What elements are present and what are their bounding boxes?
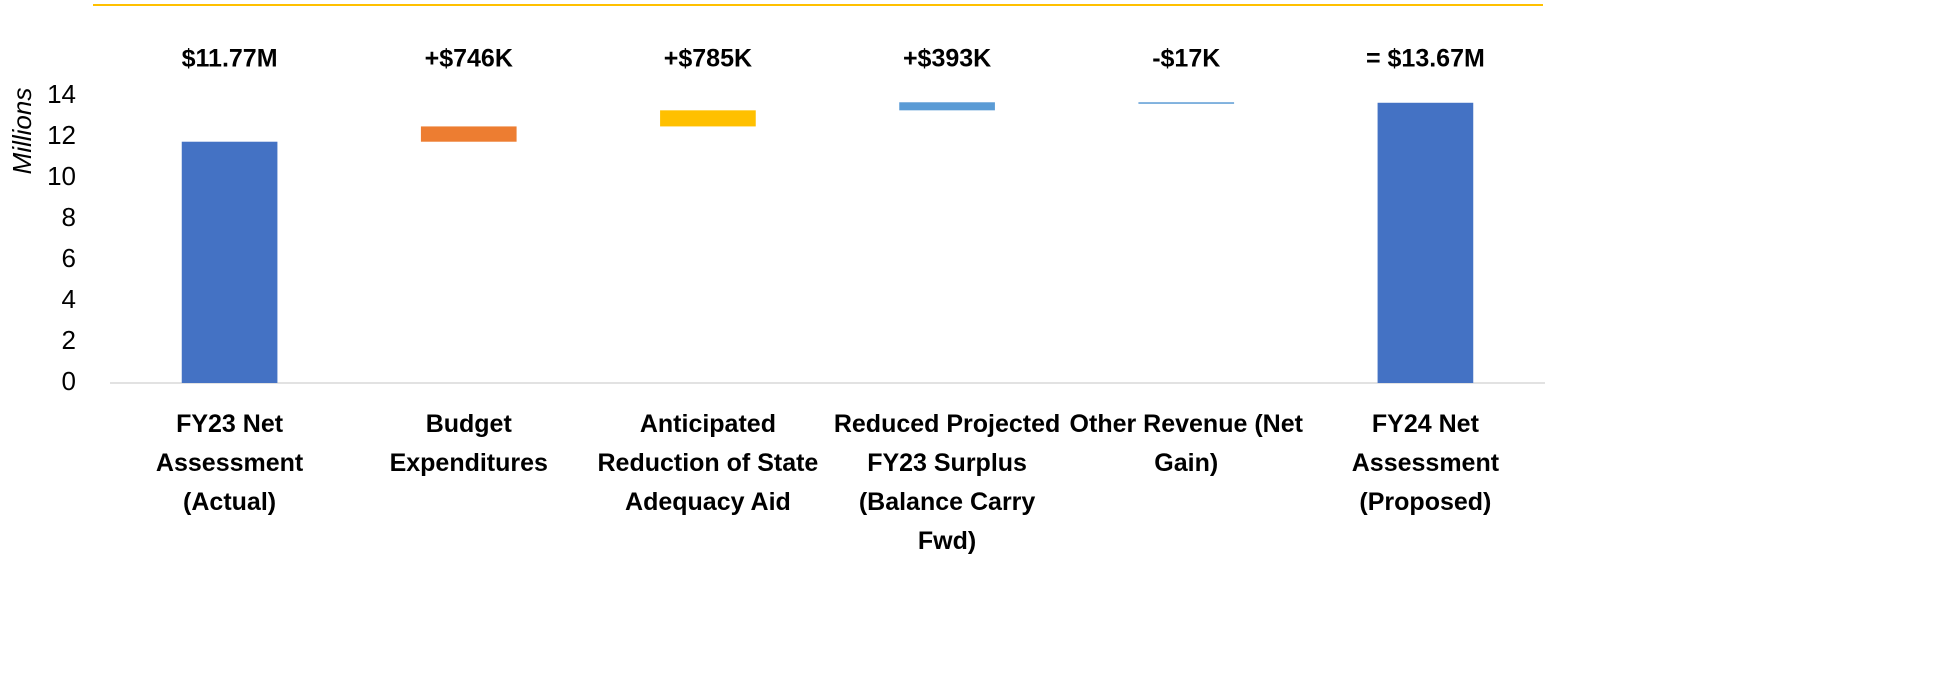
y-tick-label: 6: [62, 243, 76, 273]
value-label: $11.77M: [182, 45, 278, 73]
y-tick-label: 2: [62, 325, 76, 355]
x-tick-label: Other Revenue (Net Gain): [1069, 410, 1303, 477]
value-label: +$746K: [425, 45, 513, 73]
y-tick-label: 10: [47, 161, 76, 191]
bar: [1377, 102, 1474, 383]
x-tick-label: FY23 Net Assessment (Actual): [155, 410, 304, 516]
y-tick-label: 8: [62, 202, 76, 232]
bar: [181, 141, 278, 383]
bar: [660, 110, 756, 127]
x-tick-label: FY24 Net Assessment (Proposed): [1351, 410, 1500, 516]
bar: [899, 102, 995, 111]
value-label: +$785K: [664, 45, 752, 73]
x-tick-label: Reduced Projected FY23 Surplus (Balance …: [833, 410, 1061, 555]
x-tick-label: Budget Expenditures: [389, 410, 548, 477]
value-label: = $13.67M: [1366, 45, 1485, 73]
value-label: +$393K: [903, 45, 991, 73]
y-tick-label: 12: [47, 120, 76, 150]
bar: [420, 126, 517, 142]
y-tick-label: 14: [47, 79, 76, 109]
y-tick-label: 0: [62, 366, 76, 396]
value-label: -$17K: [1152, 45, 1220, 73]
bar: [1138, 102, 1235, 104]
y-tick-label: 4: [62, 284, 76, 314]
y-axis-label: Millions: [7, 88, 37, 175]
x-tick-label: Anticipated Reduction of State Adequacy …: [597, 410, 819, 516]
